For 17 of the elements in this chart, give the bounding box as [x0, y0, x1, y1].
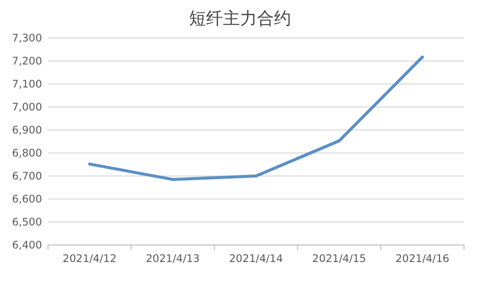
- y-tick-label: 7,200: [12, 56, 42, 68]
- chart-title: 短纤主力合约: [189, 9, 291, 29]
- y-tick-label: 6,900: [12, 124, 42, 137]
- x-tick-label: 2021/4/13: [146, 253, 200, 265]
- y-tick-label: 6,400: [12, 240, 42, 252]
- y-tick-label: 6,700: [12, 170, 42, 183]
- x-tick-label: 2021/4/16: [395, 253, 450, 265]
- x-tick-label: 2021/4/12: [62, 253, 117, 265]
- y-tick-label: 7,300: [12, 32, 42, 45]
- x-tick-label: 2021/4/15: [312, 253, 366, 265]
- y-tick-label: 6,600: [12, 194, 42, 206]
- x-tick-label: 2021/4/14: [229, 253, 284, 265]
- line-series: [88, 56, 424, 181]
- y-tick-label: 6,500: [12, 216, 42, 229]
- y-tick-label: 6,800: [12, 148, 42, 160]
- y-tick-label: 7,000: [12, 102, 42, 114]
- y-tick-label: 7,100: [12, 78, 42, 91]
